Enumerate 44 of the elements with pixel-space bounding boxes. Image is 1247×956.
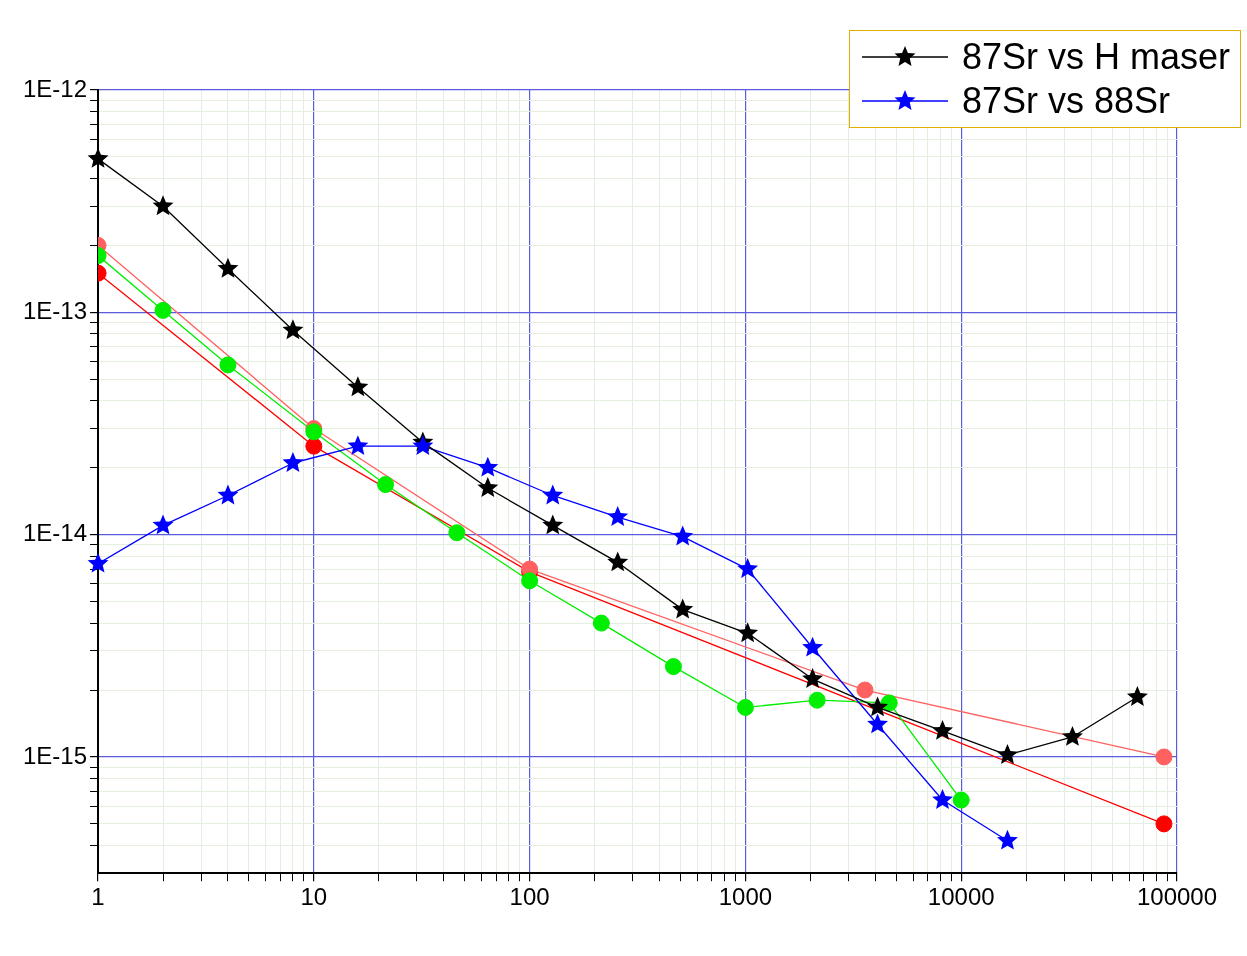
point [867, 696, 889, 717]
point [672, 598, 694, 619]
x-tick-label: 1000 [718, 883, 773, 911]
point [282, 319, 304, 340]
point [997, 829, 1018, 850]
point [154, 301, 172, 319]
x-tick-label: 100000 [1136, 883, 1218, 911]
point [737, 558, 759, 578]
point [152, 514, 174, 535]
point [932, 719, 953, 740]
x-tick-label: 1 [91, 883, 105, 911]
legend-label: 87Sr vs H maser [961, 35, 1230, 79]
point [477, 456, 499, 477]
point [802, 668, 824, 688]
point [1126, 686, 1148, 706]
point [347, 376, 369, 397]
legend-label: 87Sr vs 88Sr [961, 79, 1171, 123]
point [997, 744, 1018, 764]
point [802, 636, 824, 657]
point [282, 452, 304, 472]
point [219, 356, 237, 374]
point [737, 622, 759, 643]
point [87, 147, 109, 168]
point [672, 525, 694, 546]
point [867, 713, 889, 734]
point [477, 477, 499, 497]
point [607, 551, 629, 572]
x-tick-label: 100 [509, 883, 550, 911]
point [217, 257, 239, 278]
y-tick-label: 1E-13 [23, 296, 88, 324]
y-tick-label: 1E-15 [23, 741, 88, 769]
point [1061, 725, 1083, 746]
y-tick-label: 1E-14 [23, 519, 88, 547]
point [152, 195, 174, 216]
x-tick-label: 10000 [927, 883, 995, 911]
x-tick-label: 10 [300, 883, 328, 911]
point [542, 484, 564, 505]
point [542, 514, 564, 535]
point [607, 506, 629, 526]
point [347, 435, 369, 456]
point [932, 789, 953, 809]
y-tick-label: 1E-12 [23, 74, 88, 102]
point [87, 552, 109, 573]
point [217, 484, 239, 505]
